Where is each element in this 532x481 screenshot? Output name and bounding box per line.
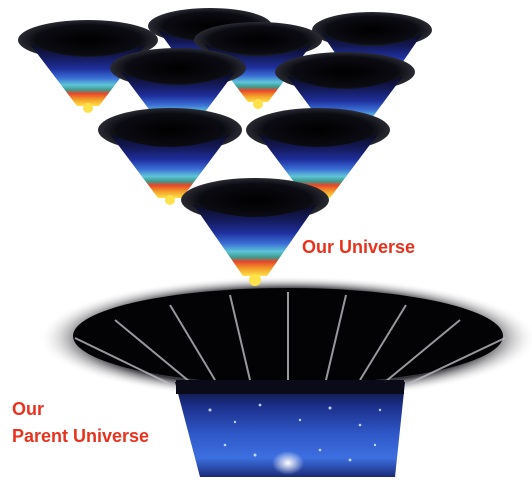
parent-universe-funnel (38, 276, 532, 477)
parent-universe-label-line1: Our (12, 399, 45, 419)
parent-universe-label-line2: Parent Universe (12, 426, 150, 446)
our-universe-label: Our Universe (302, 237, 416, 257)
universe-cone (98, 108, 242, 205)
our-universe-cone (181, 178, 329, 286)
